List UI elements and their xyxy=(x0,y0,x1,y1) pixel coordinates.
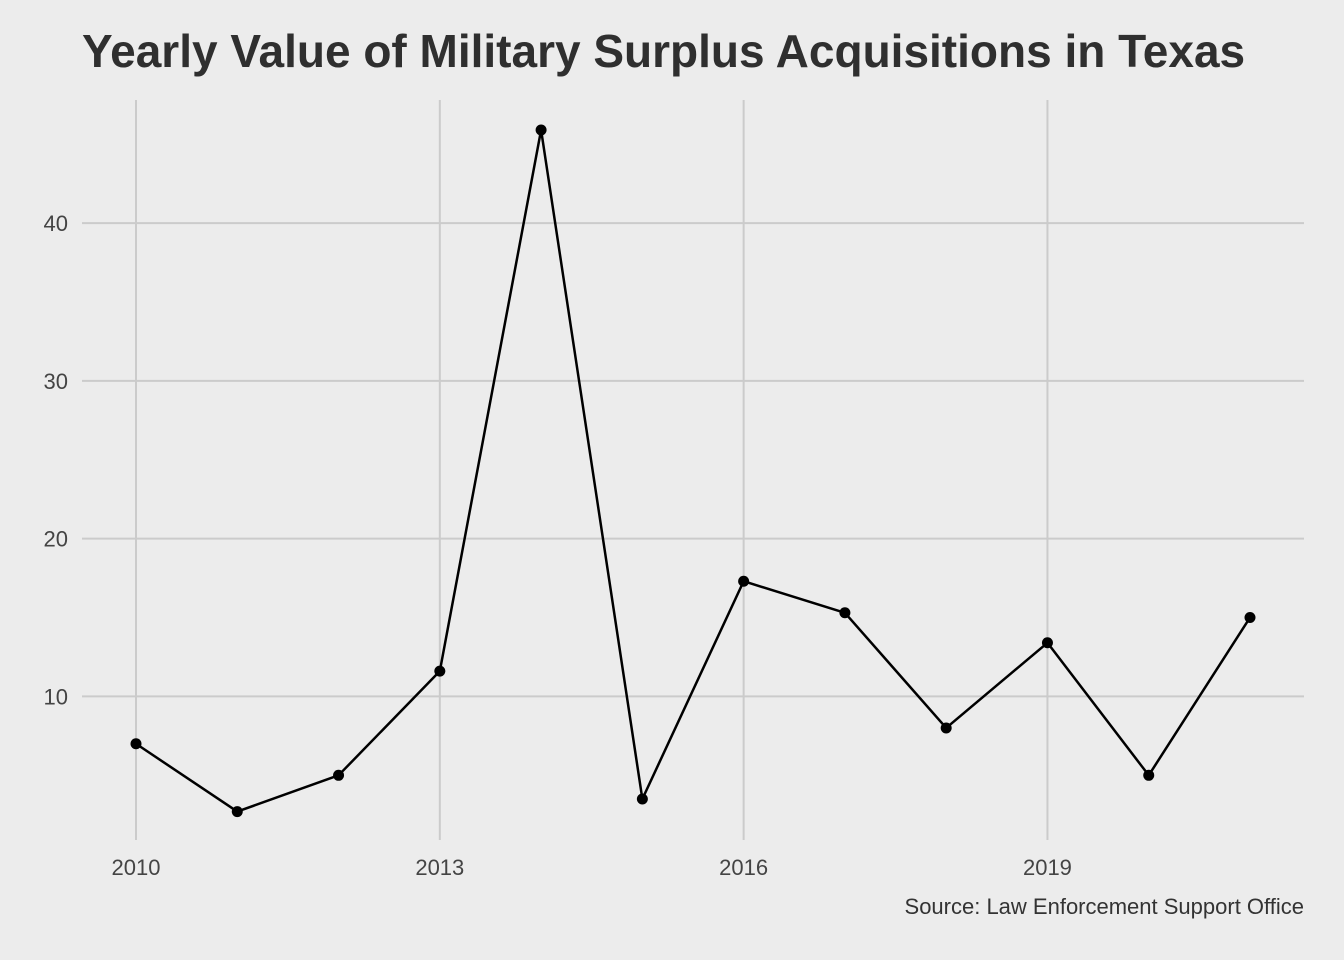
source-caption: Source: Law Enforcement Support Office xyxy=(904,894,1304,919)
data-point xyxy=(434,665,446,677)
x-tick-label: 2013 xyxy=(415,855,464,880)
data-point xyxy=(1143,769,1155,781)
data-point xyxy=(636,793,648,805)
grid-lines xyxy=(82,100,1304,840)
chart-title: Yearly Value of Military Surplus Acquisi… xyxy=(82,25,1246,77)
x-tick-label: 2010 xyxy=(112,855,161,880)
data-point xyxy=(1244,612,1256,624)
data-point xyxy=(130,738,142,750)
data-point xyxy=(231,806,243,818)
y-tick-label: 10 xyxy=(44,684,68,709)
x-tick-label: 2019 xyxy=(1023,855,1072,880)
data-point xyxy=(1041,637,1053,649)
data-point xyxy=(333,769,345,781)
y-tick-label: 40 xyxy=(44,211,68,236)
data-point xyxy=(940,722,952,734)
y-tick-label: 20 xyxy=(44,527,68,552)
series-line xyxy=(135,128,1252,813)
x-tick-label: 2016 xyxy=(719,855,768,880)
series-layer xyxy=(130,124,1256,818)
axis-labels: 10 20 30 40 2010 2013 2016 2019 xyxy=(44,211,1072,880)
y-tick-label: 30 xyxy=(44,369,68,394)
data-point xyxy=(839,607,851,619)
data-point xyxy=(535,124,547,136)
data-point xyxy=(738,575,750,587)
